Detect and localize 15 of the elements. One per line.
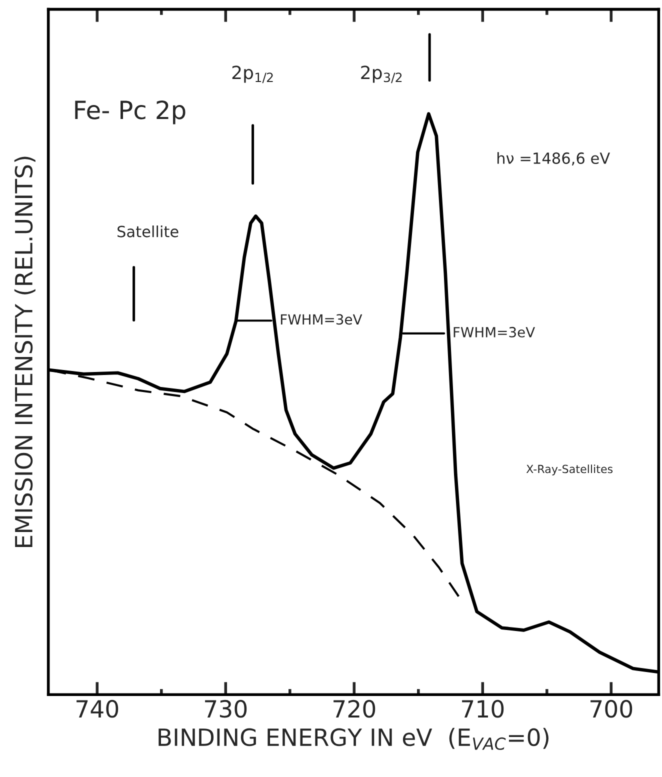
x-axis-title: BINDING ENERGY IN eV (E$_{VAC}$=0) — [158, 728, 548, 750]
x-tick-label: 700 — [590, 700, 632, 718]
annotation: X-Ray-Satellites — [526, 464, 613, 476]
x-tick-label: 710 — [462, 700, 504, 718]
annotation: Satellite — [118, 225, 178, 238]
annotation: hν =1486,6 eV — [497, 152, 610, 166]
annotation: FWHM=3eV — [280, 314, 362, 325]
y-axis-title: EMISSION INTENSITY (REL.UNITS) — [14, 156, 36, 547]
x-tick-label: 720 — [334, 700, 376, 718]
x-tick-label: 740 — [76, 700, 118, 718]
chart-title: Fe- Pc 2p — [75, 100, 186, 124]
text: 2p$_{3/2}$ — [361, 66, 402, 84]
text: 2p$_{1/2}$ — [232, 66, 273, 84]
x-tick-label: 730 — [205, 700, 247, 718]
annotation: FWHM=3eV — [454, 326, 535, 338]
